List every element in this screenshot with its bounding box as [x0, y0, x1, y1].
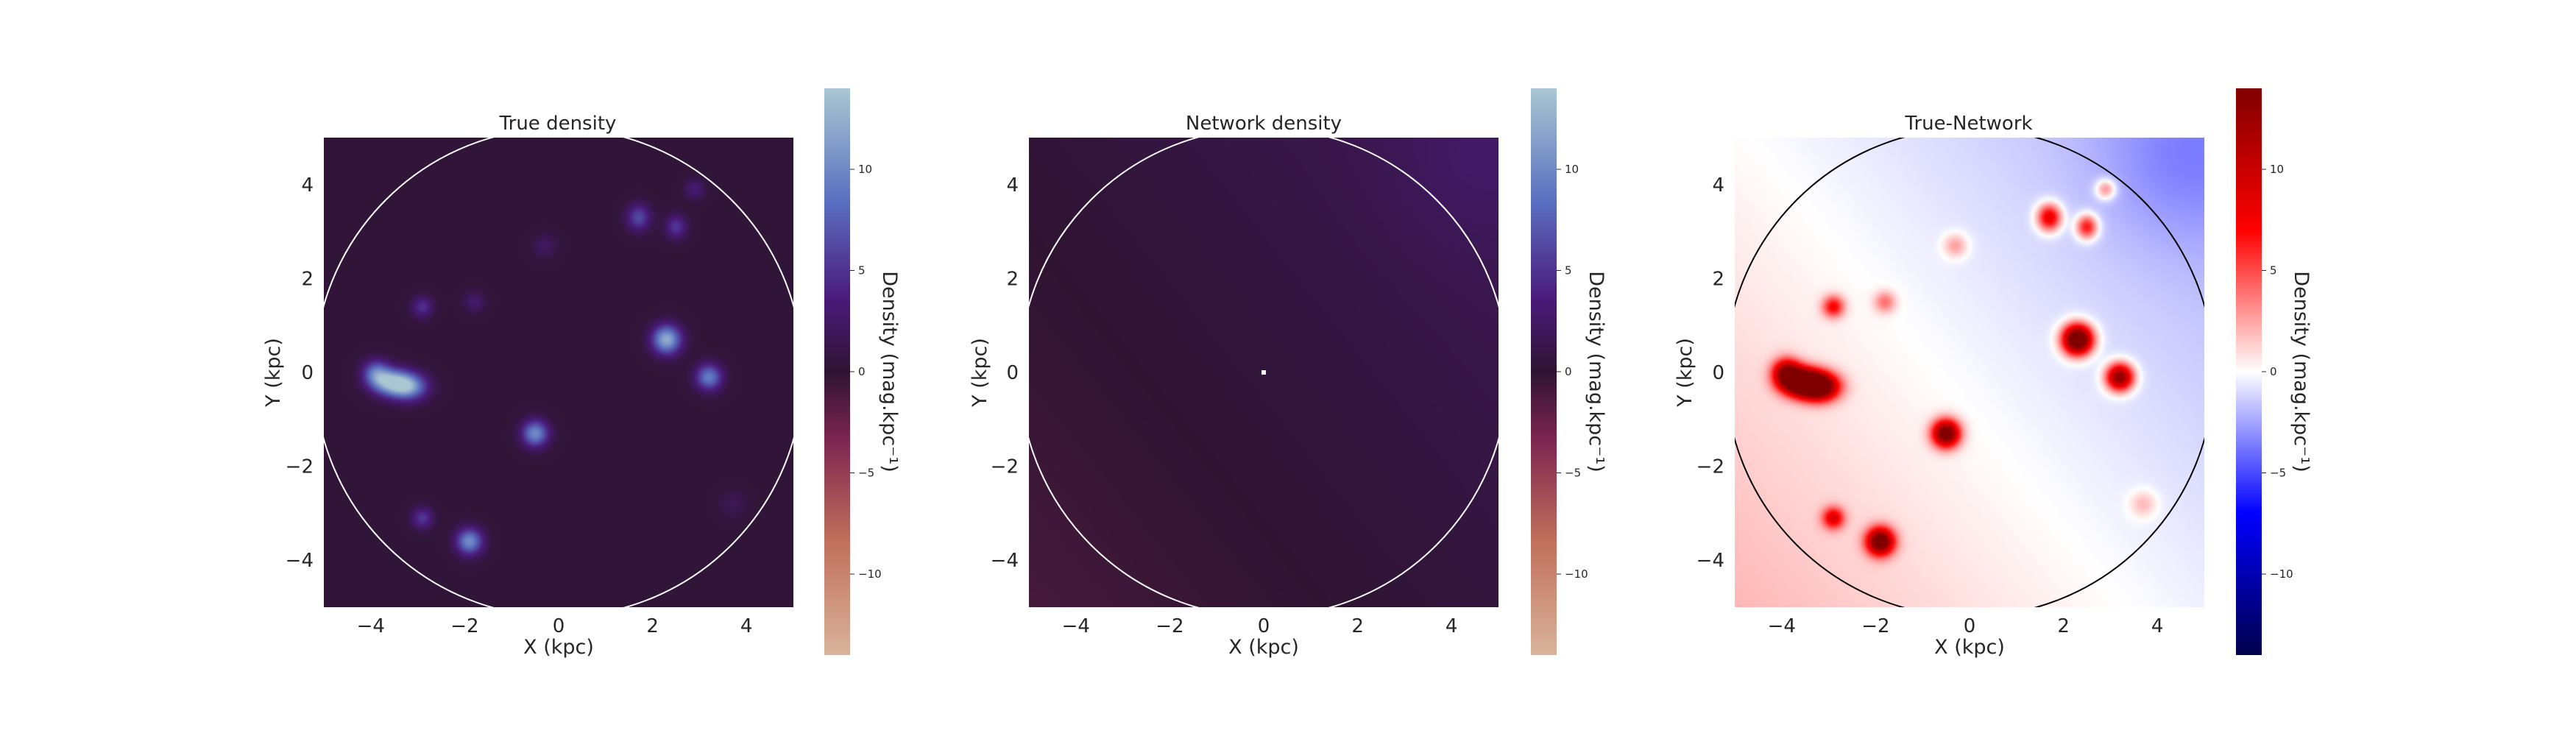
- panel-2-ylabel: Y (kpc): [969, 338, 991, 408]
- x-tick-label: 4: [1446, 615, 1458, 637]
- colorbar-tick-label: 5: [858, 264, 866, 277]
- y-tick-label: −2: [286, 456, 314, 478]
- panel-3-ylabel: Y (kpc): [1674, 338, 1696, 408]
- colorbar-2-label: Density (mag.kpc⁻¹): [1585, 271, 1607, 473]
- x-tick-label: 0: [1258, 615, 1270, 637]
- y-tick-label: −2: [1696, 456, 1724, 478]
- x-tick-label: −4: [1768, 615, 1796, 637]
- colorbar-2: [1531, 88, 1557, 655]
- colorbar-tick-label: 0: [2270, 365, 2277, 378]
- y-tick-label: −4: [1696, 550, 1724, 572]
- x-tick-label: −2: [1156, 615, 1183, 637]
- sun-marker: [1262, 370, 1266, 375]
- panel-1-title: True density: [499, 113, 617, 135]
- y-tick-label: 0: [1006, 362, 1019, 384]
- heatmap-image: [324, 138, 793, 607]
- panel-1-plot: [324, 138, 793, 607]
- colorbar-tick-label: 0: [1565, 365, 1572, 378]
- colorbar-tick-label: 5: [2270, 264, 2277, 277]
- x-tick-label: −4: [1062, 615, 1090, 637]
- x-tick-label: 2: [646, 615, 659, 637]
- panel-3-plot: [1735, 138, 2204, 607]
- colorbar-tick-label: 10: [2270, 163, 2284, 176]
- panel-3-ticks: −4 −2 0 2 4 −4 −2 0 2 4: [1696, 174, 2164, 637]
- panel-network-density: Network density −4 −2 0 2 4 −4 −2 0 2 4 X (kpc) Y…: [969, 88, 1607, 659]
- colorbar-tick-label: 5: [1565, 264, 1572, 277]
- x-tick-label: 4: [2151, 615, 2164, 637]
- panel-3-title: True-Network: [1904, 113, 2032, 135]
- y-tick-label: 2: [1712, 268, 1724, 290]
- panel-2-plot: [1029, 138, 1498, 607]
- panel-1-ylabel: Y (kpc): [262, 338, 285, 408]
- x-tick-label: −2: [1861, 615, 1889, 637]
- panel-1-ticks: −4 −2 0 2 4 −4 −2 0 2 4: [286, 174, 753, 637]
- colorbar-tick-label: −5: [1565, 467, 1581, 480]
- y-tick-label: 2: [301, 268, 314, 290]
- y-tick-label: 4: [301, 174, 314, 197]
- x-tick-label: 2: [2057, 615, 2070, 637]
- x-tick-label: 2: [1351, 615, 1364, 637]
- panel-2-ticks: −4 −2 0 2 4 −4 −2 0 2 4: [991, 174, 1458, 637]
- y-tick-label: −4: [991, 550, 1019, 572]
- panel-true-density: True density −4 −2 0 2 4 −4 −2 0 2 4 X (kpc) Y (k…: [262, 88, 901, 659]
- panel-1-xlabel: X (kpc): [523, 636, 594, 659]
- colorbar-1: [824, 88, 850, 655]
- panel-true-minus-network: True-Network −4 −2 0 2 4 −4 −2 0 2 4 X (kpc) Y (k…: [1674, 88, 2313, 659]
- y-tick-label: 2: [1006, 268, 1019, 290]
- colorbar-2-ticks: −10 −5 0 5 10: [1557, 163, 1588, 581]
- y-tick-label: 4: [1006, 174, 1019, 197]
- panel-2-xlabel: X (kpc): [1228, 636, 1299, 659]
- colorbar-3-label: Density (mag.kpc⁻¹): [2290, 271, 2313, 473]
- x-tick-label: 0: [1964, 615, 1976, 637]
- panel-3-xlabel: X (kpc): [1934, 636, 2005, 659]
- y-tick-label: 0: [1712, 362, 1724, 384]
- y-tick-label: −2: [991, 456, 1019, 478]
- colorbar-1-ticks: −10 −5 0 5 10: [850, 163, 882, 581]
- colorbar-tick-label: 10: [858, 163, 872, 176]
- colorbar-tick-label: −10: [1565, 567, 1588, 581]
- colorbar-1-label: Density (mag.kpc⁻¹): [878, 271, 901, 473]
- y-tick-label: −4: [286, 550, 314, 572]
- x-tick-label: 4: [740, 615, 753, 637]
- x-tick-label: −4: [357, 615, 385, 637]
- colorbar-tick-label: 0: [858, 365, 866, 378]
- colorbar-tick-label: −5: [858, 467, 874, 480]
- colorbar-tick-label: −10: [858, 567, 882, 581]
- x-tick-label: −2: [450, 615, 478, 637]
- colorbar-tick-label: −5: [2270, 467, 2286, 480]
- y-tick-label: 4: [1712, 174, 1724, 197]
- colorbar-tick-label: 10: [1565, 163, 1579, 176]
- panel-2-title: Network density: [1186, 113, 1342, 135]
- heatmap-image: [1735, 138, 2204, 607]
- colorbar-3-ticks: −10 −5 0 5 10: [2262, 163, 2293, 581]
- colorbar-tick-label: −10: [2270, 567, 2293, 581]
- y-tick-label: 0: [301, 362, 314, 384]
- x-tick-label: 0: [553, 615, 565, 637]
- colorbar-3: [2236, 88, 2262, 655]
